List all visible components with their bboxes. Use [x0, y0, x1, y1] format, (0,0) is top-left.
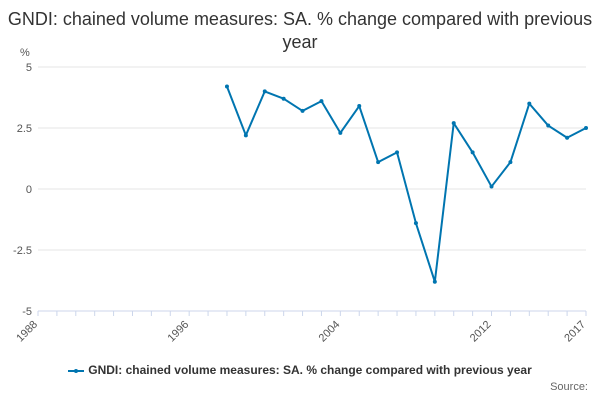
x-axis: 1988 1996 2004 2012 2017: [14, 310, 588, 345]
data-point: [527, 101, 532, 106]
legend[interactable]: GNDI: chained volume measures: SA. % cha…: [0, 363, 600, 377]
legend-swatch-icon: [68, 368, 85, 373]
data-point: [319, 99, 324, 104]
data-point: [395, 150, 400, 155]
series-group: [224, 84, 588, 284]
y-tick-label: 0: [26, 184, 32, 196]
data-point: [432, 279, 437, 284]
data-point: [489, 184, 494, 189]
y-tick-label: 5: [26, 62, 32, 74]
y-tick-label: -5: [22, 306, 32, 318]
x-tick-label: 1988: [14, 319, 40, 345]
gridlines: [38, 66, 586, 312]
data-point: [224, 84, 229, 89]
legend-label: GNDI: chained volume measures: SA. % cha…: [88, 363, 532, 377]
data-point: [470, 150, 475, 155]
y-axis-unit-label: %: [20, 47, 30, 59]
y-axis-ticks: 5 2.5 0 -2.5 -5: [13, 62, 32, 318]
source-label: Source:: [550, 381, 588, 393]
series-line: [225, 85, 587, 283]
data-point: [376, 160, 381, 165]
data-point: [262, 89, 267, 94]
data-point: [357, 104, 362, 109]
data-point: [451, 121, 456, 126]
chart-title: GNDI: chained volume measures: SA. % cha…: [7, 9, 593, 52]
data-point: [565, 135, 570, 140]
data-point: [281, 96, 286, 101]
data-point: [508, 160, 513, 165]
data-point: [584, 126, 588, 130]
y-tick-label: -2.5: [13, 245, 32, 257]
data-point: [243, 133, 248, 138]
y-tick-label: 2.5: [17, 123, 32, 135]
x-tick-label: 2004: [317, 319, 343, 345]
data-point: [338, 130, 343, 135]
x-tick-label: 2017: [562, 319, 588, 345]
data-point: [413, 221, 418, 226]
data-point: [546, 123, 551, 128]
data-point: [300, 108, 305, 113]
x-tick-label: 1996: [165, 319, 191, 345]
x-tick-label: 2012: [468, 319, 494, 345]
